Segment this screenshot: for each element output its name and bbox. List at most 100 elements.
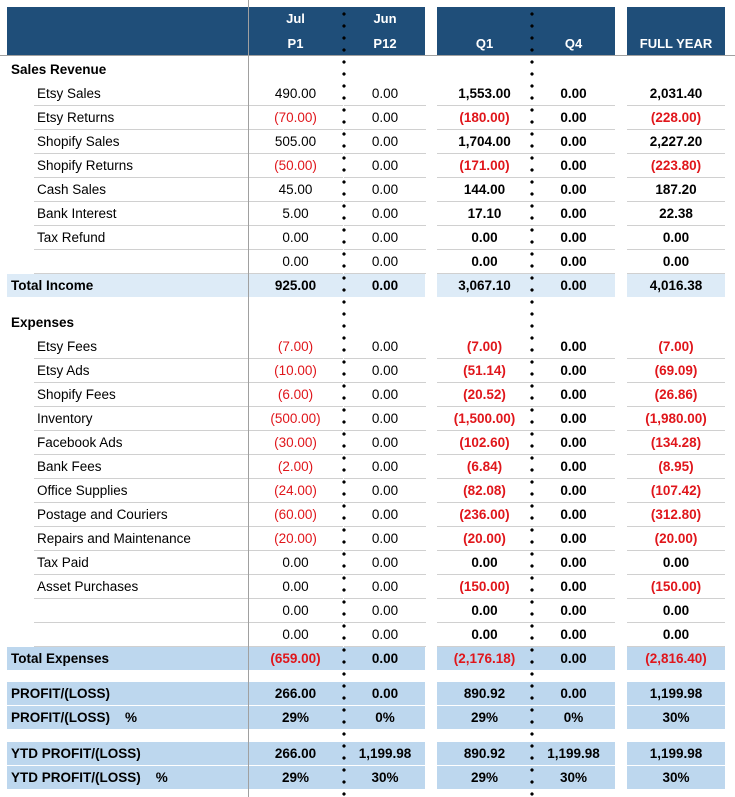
value-cell[interactable]: 0% (563, 710, 584, 725)
value-cell[interactable]: 0.00 (344, 226, 426, 250)
value-cell[interactable]: 0.00 (371, 278, 399, 293)
table-row[interactable]: Office Supplies (24.00) 0.00 (82.08) 0.00 (10… (0, 479, 735, 503)
value-cell[interactable]: 0.00 (627, 623, 725, 647)
value-cell[interactable]: (24.00) (248, 479, 343, 503)
value-cell[interactable]: (7.00) (437, 335, 532, 359)
value-cell[interactable]: 0.00 (344, 130, 426, 154)
value-cell[interactable]: 3,067.10 (458, 278, 511, 293)
value-cell[interactable]: 1,704.00 (437, 130, 532, 154)
value-cell[interactable]: (26.86) (627, 383, 725, 407)
value-cell[interactable]: 925.00 (274, 278, 317, 293)
value-cell[interactable]: 17.10 (437, 202, 532, 226)
value-cell[interactable]: (2.00) (248, 455, 343, 479)
value-cell[interactable]: 0.00 (532, 202, 615, 226)
value-cell[interactable]: 29% (470, 770, 499, 785)
table-row[interactable]: Asset Purchases 0.00 0.00 (150.00) 0.00 (150.… (0, 575, 735, 599)
value-cell[interactable]: 0.00 (627, 226, 725, 250)
value-cell[interactable]: 0.00 (344, 178, 426, 202)
value-cell[interactable]: 0.00 (560, 686, 587, 701)
section-header[interactable]: Sales Revenue (0, 58, 735, 82)
value-cell[interactable]: 0.00 (344, 599, 426, 623)
value-cell[interactable]: 0.00 (344, 575, 426, 599)
summary-row[interactable]: PROFIT/(LOSS) 266.00 0.00 890.92 0.00 1,199.9… (0, 682, 735, 706)
value-cell[interactable]: (171.00) (437, 154, 532, 178)
value-cell[interactable] (344, 58, 426, 81)
table-row[interactable]: Shopify Fees (6.00) 0.00 (20.52) 0.00 (26.86) (0, 383, 735, 407)
value-cell[interactable]: 1,199.98 (547, 746, 600, 761)
value-cell[interactable]: 490.00 (248, 82, 343, 106)
value-cell[interactable]: 0.00 (627, 250, 725, 274)
summary-row[interactable]: YTD PROFIT/(LOSS) 266.00 1,199.98 890.92 1,1… (0, 742, 735, 766)
value-cell[interactable]: 144.00 (437, 178, 532, 202)
value-cell[interactable]: 505.00 (248, 130, 343, 154)
value-cell[interactable]: 2,227.20 (627, 130, 725, 154)
value-cell[interactable] (532, 58, 615, 81)
value-cell[interactable]: 0.00 (437, 551, 532, 575)
value-cell[interactable]: 890.92 (463, 746, 506, 761)
value-cell[interactable]: (180.00) (437, 106, 532, 130)
value-cell[interactable]: 0.00 (532, 335, 615, 359)
value-cell[interactable]: 0.00 (344, 335, 426, 359)
value-cell[interactable]: 0.00 (344, 202, 426, 226)
value-cell[interactable] (437, 58, 532, 81)
value-cell[interactable] (627, 58, 725, 81)
value-cell[interactable]: (312.80) (627, 503, 725, 527)
value-cell[interactable]: 0.00 (560, 278, 587, 293)
value-cell[interactable]: 0.00 (532, 599, 615, 623)
value-cell[interactable]: 0.00 (532, 623, 615, 647)
section-header[interactable]: Expenses (0, 311, 735, 335)
value-cell[interactable]: 29% (281, 770, 310, 785)
value-cell[interactable]: 0.00 (532, 383, 615, 407)
value-cell[interactable]: 0.00 (248, 250, 343, 274)
value-cell[interactable]: (51.14) (437, 359, 532, 383)
value-cell[interactable]: 0.00 (344, 383, 426, 407)
value-cell[interactable]: (20.00) (248, 527, 343, 551)
table-row[interactable]: Repairs and Maintenance (20.00) 0.00 (20.00… (0, 527, 735, 551)
value-cell[interactable]: (500.00) (248, 407, 343, 431)
value-cell[interactable]: 0.00 (344, 527, 426, 551)
table-row[interactable]: Inventory (500.00) 0.00 (1,500.00) 0.00 (1,98… (0, 407, 735, 431)
value-cell[interactable]: 0.00 (248, 599, 343, 623)
value-cell[interactable]: (223.80) (627, 154, 725, 178)
value-cell[interactable]: 0.00 (532, 551, 615, 575)
value-cell[interactable]: 0.00 (248, 226, 343, 250)
value-cell[interactable]: (659.00) (270, 651, 321, 666)
table-row[interactable]: Etsy Fees (7.00) 0.00 (7.00) 0.00 (7.00) (0, 335, 735, 359)
value-cell[interactable]: 0.00 (532, 226, 615, 250)
value-cell[interactable]: 0.00 (532, 479, 615, 503)
value-cell[interactable]: 0.00 (532, 154, 615, 178)
value-cell[interactable]: 0.00 (532, 130, 615, 154)
table-row[interactable]: Tax Paid 0.00 0.00 0.00 0.00 0.00 (0, 551, 735, 575)
value-cell[interactable]: 29% (470, 710, 499, 725)
total-row[interactable]: Total Expenses (659.00) 0.00 (2,176.18) 0.00… (0, 647, 735, 671)
value-cell[interactable]: 30% (559, 770, 588, 785)
value-cell[interactable]: (69.09) (627, 359, 725, 383)
table-row[interactable]: Shopify Returns (50.00) 0.00 (171.00) 0.00 (2… (0, 154, 735, 178)
value-cell[interactable]: (7.00) (627, 335, 725, 359)
table-row[interactable]: Tax Refund 0.00 0.00 0.00 0.00 0.00 (0, 226, 735, 250)
value-cell[interactable]: 45.00 (248, 178, 343, 202)
table-row[interactable]: 0.00 0.00 0.00 0.00 0.00 (0, 623, 735, 647)
value-cell[interactable]: 1,199.98 (358, 746, 412, 761)
value-cell[interactable]: 0.00 (437, 250, 532, 274)
value-cell[interactable]: (134.28) (627, 431, 725, 455)
value-cell[interactable]: 0.00 (371, 686, 399, 701)
table-row[interactable]: Cash Sales 45.00 0.00 144.00 0.00 187.20 (0, 178, 735, 202)
value-cell[interactable]: (150.00) (437, 575, 532, 599)
value-cell[interactable]: (2,816.40) (645, 651, 707, 666)
value-cell[interactable]: (20.00) (627, 527, 725, 551)
value-cell[interactable]: (2,176.18) (453, 651, 516, 666)
value-cell[interactable] (437, 311, 532, 334)
value-cell[interactable]: 0.00 (532, 359, 615, 383)
value-cell[interactable]: 22.38 (627, 202, 725, 226)
table-row[interactable]: Shopify Sales 505.00 0.00 1,704.00 0.00 2,227… (0, 130, 735, 154)
value-cell[interactable]: 30% (662, 770, 690, 785)
value-cell[interactable]: 0.00 (344, 503, 426, 527)
value-cell[interactable]: 0.00 (371, 651, 399, 666)
value-cell[interactable]: 0.00 (344, 479, 426, 503)
value-cell[interactable]: 0.00 (344, 106, 426, 130)
value-cell[interactable]: 0.00 (344, 431, 426, 455)
value-cell[interactable]: (236.00) (437, 503, 532, 527)
summary-row[interactable]: YTD PROFIT/(LOSS) % 29% 30% 29% 30% 30% (0, 766, 735, 790)
value-cell[interactable]: 0.00 (344, 359, 426, 383)
